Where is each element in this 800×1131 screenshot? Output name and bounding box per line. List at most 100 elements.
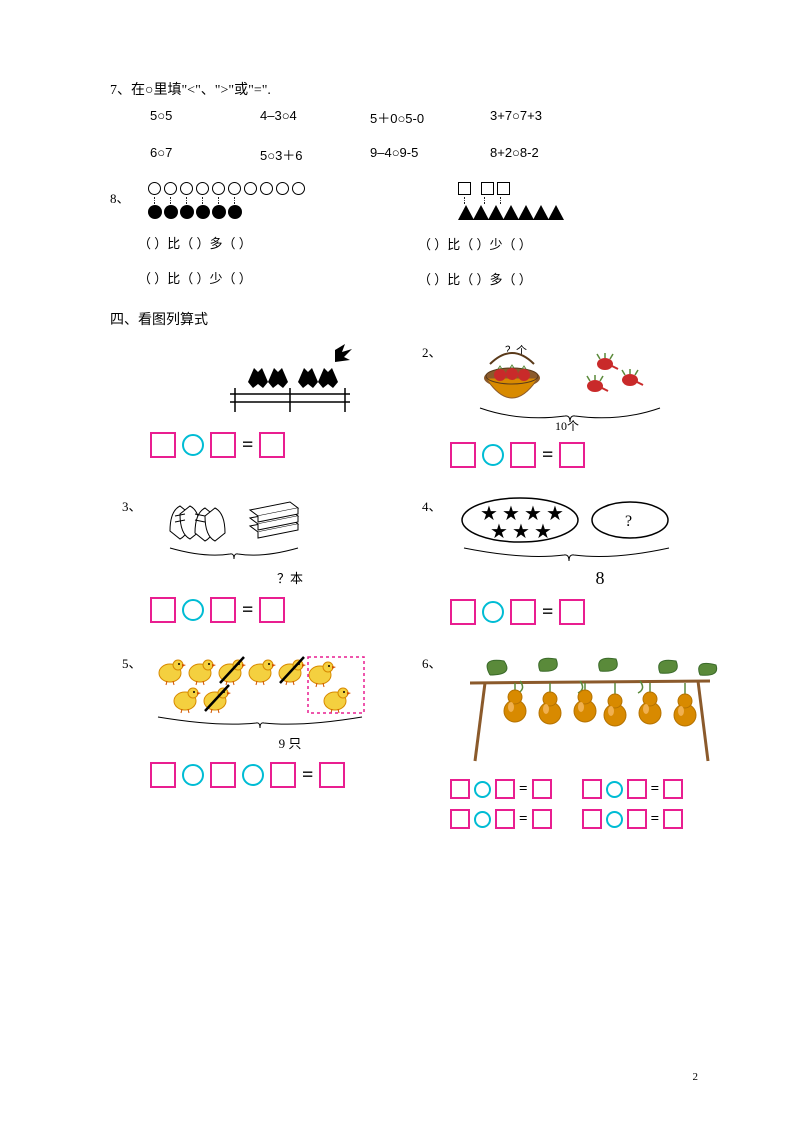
svg-text:★: ★ — [490, 521, 508, 543]
q7-row1: 5○5 4–3○4 5＋0○5-0 3+7○7+3 — [150, 108, 700, 127]
problem-4: 4、 ★★★★ ★★★ ? 8 = — [450, 496, 750, 625]
square-icon — [481, 182, 494, 195]
triangles-row — [458, 205, 678, 220]
answer-box[interactable] — [559, 442, 585, 468]
open-circle-icon — [276, 182, 289, 195]
answer-box[interactable] — [663, 809, 683, 829]
filled-circle-icon — [164, 205, 178, 219]
operator-circle[interactable] — [606, 781, 623, 798]
triangle-icon — [488, 205, 504, 220]
answer-box[interactable] — [510, 442, 536, 468]
triangle-icon — [548, 205, 564, 220]
answer-box[interactable] — [450, 599, 476, 625]
open-circle-icon — [244, 182, 257, 195]
p5-equation: = — [150, 762, 430, 788]
q8-right-line1: （ ）比（ ）少（ ） — [418, 234, 678, 253]
filled-circle-icon — [180, 205, 194, 219]
p1-equation: = — [150, 432, 430, 458]
chick-icon — [219, 657, 246, 685]
p4-label: 4、 — [422, 496, 442, 515]
p4-image: ★★★★ ★★★ ? — [450, 496, 750, 566]
gourd-icon — [539, 683, 561, 724]
p3-label: 3、 — [122, 496, 142, 515]
q8-label: 8、 — [110, 182, 148, 207]
operator-circle[interactable] — [474, 781, 491, 798]
problem-5: 5、 9 只 = — [150, 653, 430, 829]
chick-icon — [189, 660, 216, 685]
answer-box[interactable] — [150, 762, 176, 788]
q8-right-line2: （ ）比（ ）多（ ） — [418, 269, 678, 288]
dots-icon — [180, 197, 193, 204]
answer-box[interactable] — [627, 809, 647, 829]
answer-box[interactable] — [259, 597, 285, 623]
dots-icon — [228, 197, 241, 204]
answer-box[interactable] — [495, 809, 515, 829]
operator-circle[interactable] — [182, 764, 204, 786]
chick-icon — [204, 685, 231, 713]
operator-circle[interactable] — [242, 764, 264, 786]
answer-box[interactable] — [259, 432, 285, 458]
answer-box[interactable] — [210, 597, 236, 623]
triangle-icon — [458, 205, 474, 220]
operator-circle[interactable] — [182, 434, 204, 456]
answer-box[interactable] — [450, 809, 470, 829]
equals-sign: = — [242, 599, 253, 622]
chick-icon — [159, 660, 186, 685]
section-4: 四、看图列算式 — [110, 310, 700, 829]
q7-r1c4: 3+7○7+3 — [490, 108, 600, 127]
answer-box[interactable] — [495, 779, 515, 799]
question-8: 8、 （ ）比（ ）多（ ） （ ）比（ ）少（ ） （ ）比（ ）少（ ） — [110, 182, 700, 288]
operator-circle[interactable] — [474, 811, 491, 828]
p3-image — [150, 496, 430, 566]
p5-caption: 9 只 — [150, 733, 430, 752]
open-circle-icon — [148, 182, 161, 195]
answer-box[interactable] — [510, 599, 536, 625]
filled-circle-icon — [212, 205, 226, 219]
answer-box[interactable] — [532, 779, 552, 799]
triangle-icon — [503, 205, 519, 220]
p3-equation: = — [150, 597, 430, 623]
open-circle-icon — [260, 182, 273, 195]
p2-equation: = — [450, 442, 750, 468]
filled-circle-icon — [228, 205, 242, 219]
dots-icon — [148, 197, 161, 204]
answer-box[interactable] — [663, 779, 683, 799]
p6-equations: = = = — [450, 769, 750, 829]
answer-box[interactable] — [582, 779, 602, 799]
svg-text:★: ★ — [534, 521, 552, 543]
answer-box[interactable] — [150, 597, 176, 623]
answer-box[interactable] — [270, 762, 296, 788]
gourd-icon — [674, 683, 696, 726]
equals-sign: = — [242, 434, 253, 457]
q7-row2: 6○7 5○3＋6 9–4○9-5 8+2○8-2 — [150, 145, 700, 164]
answer-box[interactable] — [210, 762, 236, 788]
answer-box[interactable] — [450, 779, 470, 799]
operator-circle[interactable] — [606, 811, 623, 828]
answer-box[interactable] — [582, 809, 602, 829]
operator-circle[interactable] — [482, 444, 504, 466]
open-circles-row — [148, 182, 368, 195]
dots-icon — [494, 197, 507, 204]
q8-right: （ ）比（ ）少（ ） （ ）比（ ）多（ ） — [458, 182, 678, 288]
equals-sign: = — [519, 781, 528, 798]
p6-image — [450, 653, 750, 763]
question-7: 7、在○里填"<"、">"或"=". 5○5 4–3○4 5＋0○5-0 3+7… — [110, 80, 700, 164]
dots-row-left — [148, 197, 368, 204]
answer-box[interactable] — [150, 432, 176, 458]
open-circle-icon — [180, 182, 193, 195]
answer-box[interactable] — [559, 599, 585, 625]
p3-caption: ？本 — [150, 568, 430, 587]
p5-image — [150, 653, 430, 731]
answer-box[interactable] — [627, 779, 647, 799]
equals-sign: = — [519, 811, 528, 828]
q8-left-line2: （ ）比（ ）少（ ） — [138, 268, 368, 287]
operator-circle[interactable] — [182, 599, 204, 621]
operator-circle[interactable] — [482, 601, 504, 623]
answer-box[interactable] — [210, 432, 236, 458]
q7-r1c1: 5○5 — [150, 108, 260, 127]
dots-icon — [164, 197, 177, 204]
answer-box[interactable] — [319, 762, 345, 788]
answer-box[interactable] — [532, 809, 552, 829]
p2-image: ？个 10个 — [450, 342, 750, 432]
answer-box[interactable] — [450, 442, 476, 468]
